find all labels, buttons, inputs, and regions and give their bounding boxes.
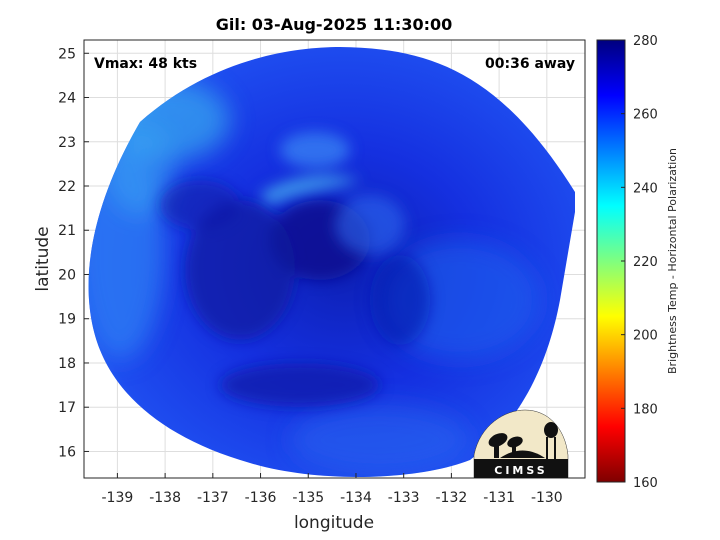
y-axis-ticks: 16 17 18 19 20 21 22 23 24 25 [58, 46, 89, 460]
y-axis-label: latitude [33, 226, 53, 291]
colorbar-tick-label: 160 [633, 476, 658, 491]
x-tick-label: -130 [531, 490, 563, 506]
x-tick-label: -137 [197, 490, 229, 506]
time-away-label: 00:36 away [485, 56, 575, 72]
colorbar-ticks: 160 180 200 220 240 260 280 [621, 34, 658, 491]
plot-frame [83, 39, 586, 479]
y-tick-label: 21 [58, 223, 76, 239]
colorbar-tick-label: 240 [633, 181, 658, 196]
x-axis-ticks: -139 -138 -137 -136 -135 -134 -133 -132 -131 -130 [102, 473, 563, 506]
x-tick-label: -134 [340, 490, 372, 506]
colorbar [596, 39, 626, 483]
x-axis-label: longitude [294, 513, 374, 533]
water-tower-icon [544, 422, 558, 438]
colorbar-tick-label: 200 [633, 329, 658, 344]
y-tick-label: 20 [58, 267, 76, 283]
colorbar-label: Brightness Temp - Horizontal Polarizatio… [666, 148, 679, 374]
x-tick-label: -132 [436, 490, 468, 506]
cimss-logo: CIMSS [473, 409, 569, 479]
colorbar-tick-label: 180 [633, 402, 658, 417]
vmax-label: Vmax: 48 kts [94, 56, 197, 72]
y-tick-label: 24 [58, 91, 76, 107]
x-tick-label: -133 [388, 490, 420, 506]
x-tick-label: -139 [102, 490, 134, 506]
colorbar-tick-label: 260 [633, 108, 658, 123]
colorbar-tick-label: 280 [633, 34, 658, 49]
y-tick-label: 16 [58, 444, 76, 460]
y-tick-label: 23 [58, 135, 76, 151]
microwave-swath [88, 47, 575, 477]
y-tick-label: 18 [58, 356, 76, 372]
chart-title: Gil: 03-Aug-2025 11:30:00 [216, 15, 453, 34]
y-tick-label: 19 [58, 312, 76, 328]
x-tick-label: -138 [149, 490, 181, 506]
y-tick-label: 17 [58, 400, 76, 416]
x-tick-label: -131 [483, 490, 515, 506]
colorbar-tick-label: 220 [633, 255, 658, 270]
logo-text: CIMSS [494, 464, 547, 477]
x-tick-label: -135 [292, 490, 324, 506]
satellite-dish-icon [488, 433, 508, 447]
y-tick-label: 22 [58, 179, 76, 195]
x-tick-label: -136 [245, 490, 277, 506]
y-tick-label: 25 [58, 46, 76, 62]
